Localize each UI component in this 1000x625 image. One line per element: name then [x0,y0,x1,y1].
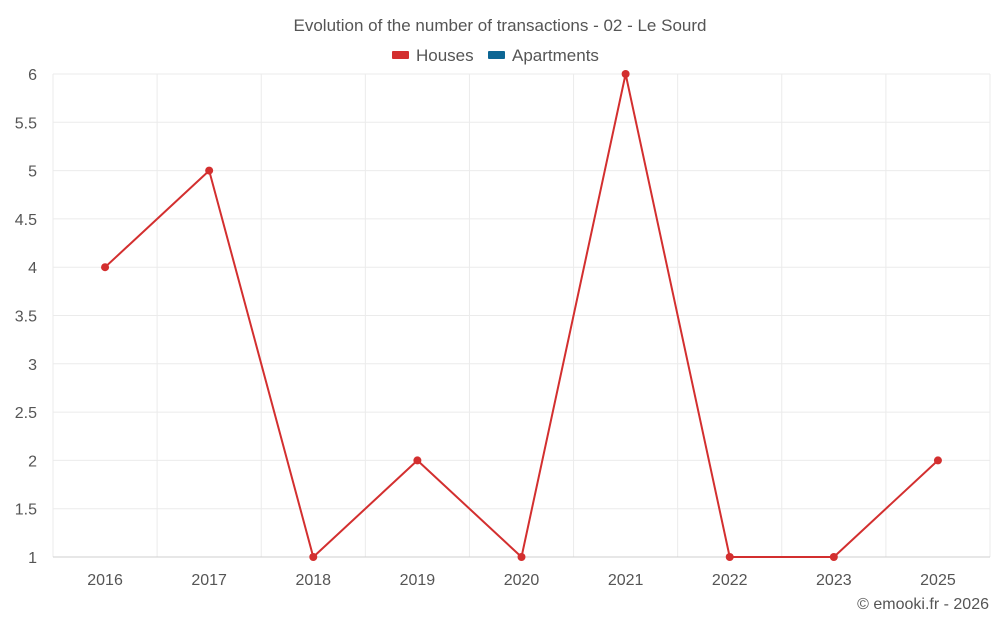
y-tick-label: 5.5 [15,115,37,132]
data-point-houses[interactable] [829,553,838,561]
x-tick-label: 2020 [504,572,540,589]
data-series [101,70,942,561]
data-point-houses[interactable] [621,70,630,78]
x-tick-label: 2025 [920,572,956,589]
x-axis-tick-labels: 2016 2017 2018 2019 2020 2021 2022 2023 2025 [87,572,956,589]
legend-swatch-houses [392,51,409,59]
chart-legend: Houses Apartments [392,46,599,65]
x-tick-label: 2017 [191,572,227,589]
y-tick-label: 2 [28,453,37,470]
y-axis-tick-labels: 1 1.5 2 2.5 3 3.5 4 4.5 5 5.5 6 [15,67,37,567]
y-tick-label: 1 [28,550,37,567]
x-tick-label: 2022 [712,572,748,589]
y-tick-label: 4.5 [15,212,37,229]
credit-text: © emooki.fr - 2026 [857,596,989,613]
data-point-houses[interactable] [517,553,526,561]
data-point-houses[interactable] [413,456,422,465]
data-point-houses[interactable] [725,553,734,561]
legend-swatch-apartments [488,51,505,59]
y-tick-label: 6 [28,67,37,84]
y-tick-label: 3 [28,357,37,374]
y-tick-label: 4 [28,260,37,277]
data-point-houses[interactable] [205,166,214,175]
y-tick-label: 3.5 [15,309,37,326]
x-tick-label: 2016 [87,572,123,589]
y-tick-label: 1.5 [15,502,37,519]
y-tick-label: 5 [28,164,37,181]
y-tick-label: 2.5 [15,405,37,422]
data-point-houses[interactable] [933,456,942,465]
legend-item-houses[interactable]: Houses [392,46,474,65]
x-tick-label: 2019 [400,572,436,589]
x-tick-label: 2023 [816,572,852,589]
legend-item-apartments[interactable]: Apartments [488,46,599,65]
legend-label-houses: Houses [416,46,474,65]
x-tick-label: 2018 [295,572,331,589]
data-point-houses[interactable] [309,553,318,561]
chart-title: Evolution of the number of transactions … [294,16,707,35]
x-tick-label: 2021 [608,572,644,589]
legend-label-apartments: Apartments [512,46,599,65]
grid-lines [52,73,991,557]
data-point-houses[interactable] [101,263,110,272]
